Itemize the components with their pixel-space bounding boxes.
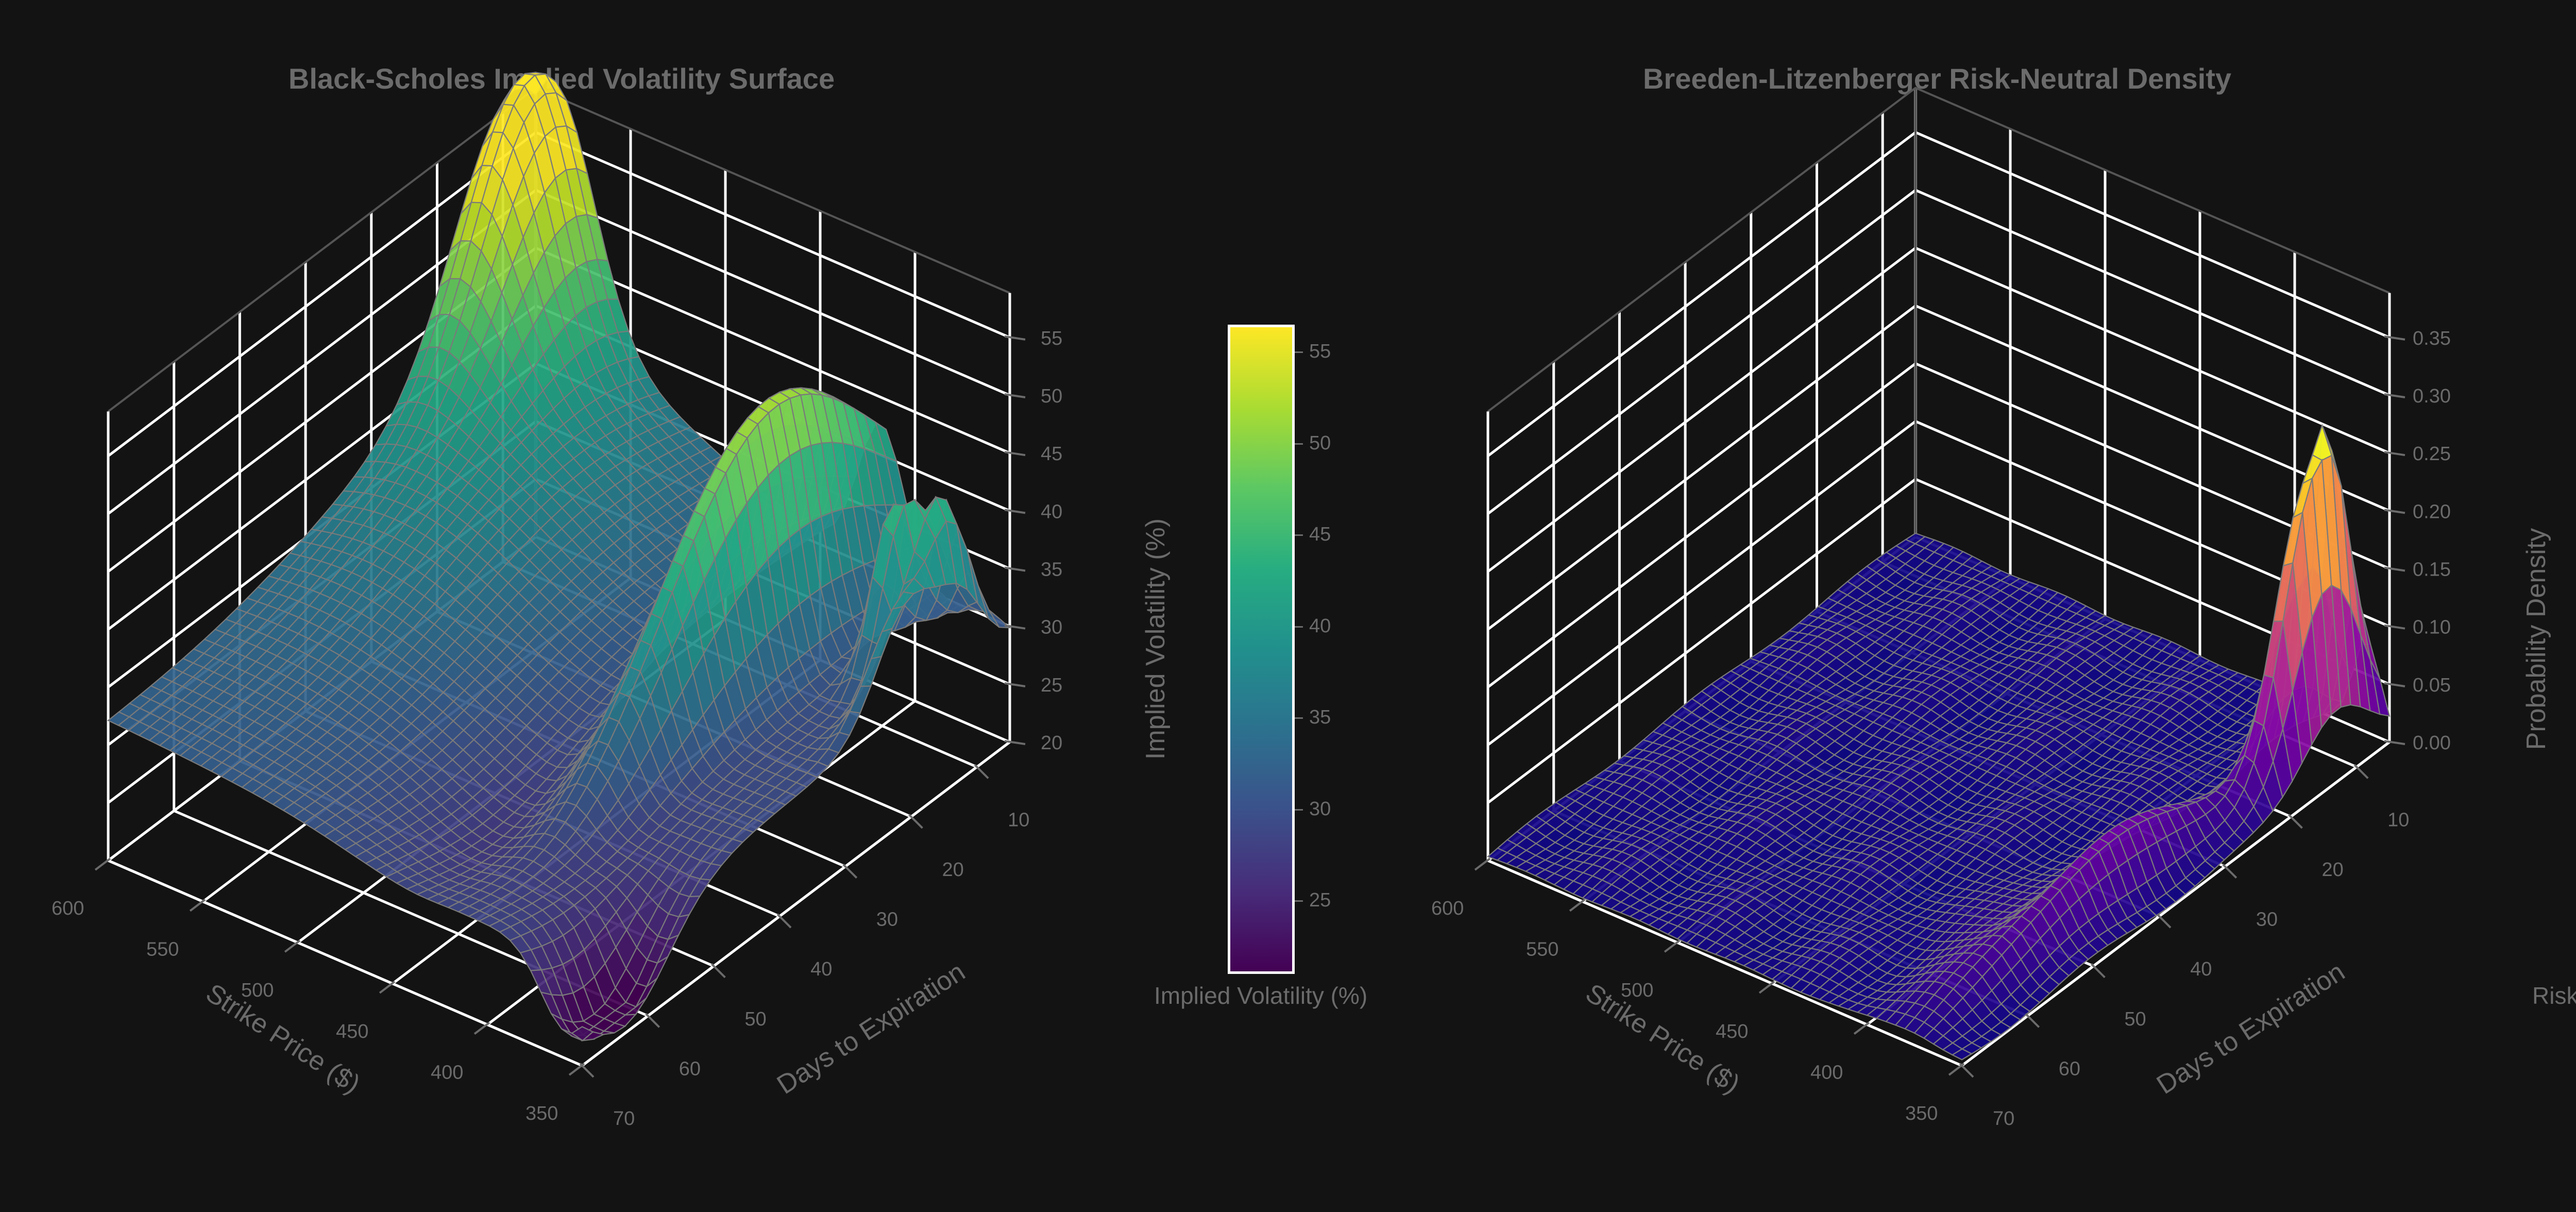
- z-tick-label: 45: [1041, 443, 1062, 465]
- right-colorbar-label: Risk-Neutral Density: [2532, 982, 2576, 1009]
- y-tick-label: 60: [679, 1058, 701, 1080]
- z-tick-label: 50: [1041, 385, 1062, 407]
- left-colorbar-tick-label: 45: [1309, 524, 1331, 546]
- y-tick-label: 10: [1008, 809, 1029, 831]
- left-iv-surface-plot: 20 25 30 35 40 45 50 55 600 550 500 450 400 350 10 20 30…: [52, 72, 1171, 1130]
- left-colorbar-tick-mark: [1295, 809, 1303, 811]
- left-colorbar-tick-label: 50: [1309, 432, 1331, 454]
- left-colorbar-tick-label: 25: [1309, 889, 1331, 912]
- z-axis-label: Implied Volatility (%): [1141, 518, 1171, 760]
- y-tick-label: 70: [613, 1108, 635, 1130]
- z-tick-label: 20: [1041, 732, 1062, 754]
- y-axis-label: Days to Expiration: [772, 957, 970, 1100]
- z-tick-label: 0.25: [2413, 443, 2451, 465]
- y-tick-label: 50: [744, 1008, 766, 1030]
- y-tick-label: 10: [2387, 809, 2409, 831]
- x-tick-label: 450: [336, 1021, 368, 1042]
- x-tick-label: 550: [1526, 939, 1558, 961]
- z-tick-label: 35: [1041, 559, 1062, 581]
- y-tick-label: 30: [2256, 909, 2278, 931]
- y-tick-label: 40: [810, 958, 832, 980]
- y-axis-label: Days to Expiration: [2151, 957, 2350, 1100]
- x-tick-label: 500: [1621, 980, 1653, 1001]
- z-tick-label: 0.30: [2413, 385, 2451, 407]
- z-tick-label: 0.20: [2413, 501, 2451, 523]
- left-colorbar-tick-label: 40: [1309, 615, 1331, 637]
- z-tick-label: 0.35: [2413, 328, 2451, 349]
- x-tick-label: 500: [241, 980, 274, 1001]
- x-tick-label: 600: [52, 898, 84, 919]
- x-tick-label: 350: [1905, 1103, 1938, 1124]
- left-colorbar-tick-label: 55: [1309, 341, 1331, 363]
- left-colorbar-tick-mark: [1295, 534, 1303, 536]
- left-colorbar-tick-label: 30: [1309, 798, 1331, 820]
- z-tick-label: 30: [1041, 617, 1062, 638]
- z-tick-label: 0.00: [2413, 732, 2451, 754]
- right-rnd-surface-plot-surface: [1486, 423, 2391, 1060]
- y-tick-label: 50: [2124, 1008, 2146, 1030]
- right-chart-title: Breeden-Litzenberger Risk-Neutral Densit…: [1642, 62, 2232, 95]
- left-colorbar-label: Implied Volatility (%): [1154, 982, 1368, 1009]
- z-tick-label: 0.15: [2413, 559, 2451, 581]
- z-tick-label: 25: [1041, 675, 1062, 696]
- left-iv-surface-plot-surface: [107, 72, 1012, 1041]
- y-tick-label: 20: [2321, 859, 2343, 881]
- z-tick-label: 55: [1041, 328, 1062, 349]
- left-colorbar: [1228, 325, 1295, 974]
- y-tick-label: 70: [1993, 1108, 2014, 1130]
- x-tick-label: 450: [1716, 1021, 1748, 1042]
- left-colorbar-tick-label: 35: [1309, 706, 1331, 729]
- y-tick-label: 30: [876, 909, 898, 931]
- x-tick-label: 400: [431, 1062, 463, 1083]
- left-chart-title: Black-Scholes Implied Volatility Surface: [288, 62, 835, 95]
- y-tick-label: 20: [942, 859, 963, 881]
- z-tick-label: 0.10: [2413, 617, 2451, 638]
- left-colorbar-tick-mark: [1295, 717, 1303, 719]
- left-colorbar-tick-mark: [1295, 626, 1303, 628]
- y-tick-label: 40: [2190, 958, 2212, 980]
- left-colorbar-tick-mark: [1295, 443, 1303, 445]
- x-tick-label: 350: [526, 1103, 558, 1124]
- z-axis-label: Probability Density: [2521, 528, 2551, 750]
- z-tick-label: 0.05: [2413, 675, 2451, 696]
- x-tick-label: 600: [1431, 898, 1464, 919]
- z-tick-label: 40: [1041, 501, 1062, 523]
- left-colorbar-tick-mark: [1295, 351, 1303, 354]
- right-rnd-surface-plot: 0.00 0.05 0.10 0.15 0.20 0.25 0.30 0.35 600 550 50…: [1431, 87, 2551, 1130]
- left-colorbar-tick-mark: [1295, 900, 1303, 902]
- y-tick-label: 60: [2059, 1058, 2080, 1080]
- x-tick-label: 550: [146, 939, 179, 961]
- x-tick-label: 400: [1810, 1062, 1843, 1083]
